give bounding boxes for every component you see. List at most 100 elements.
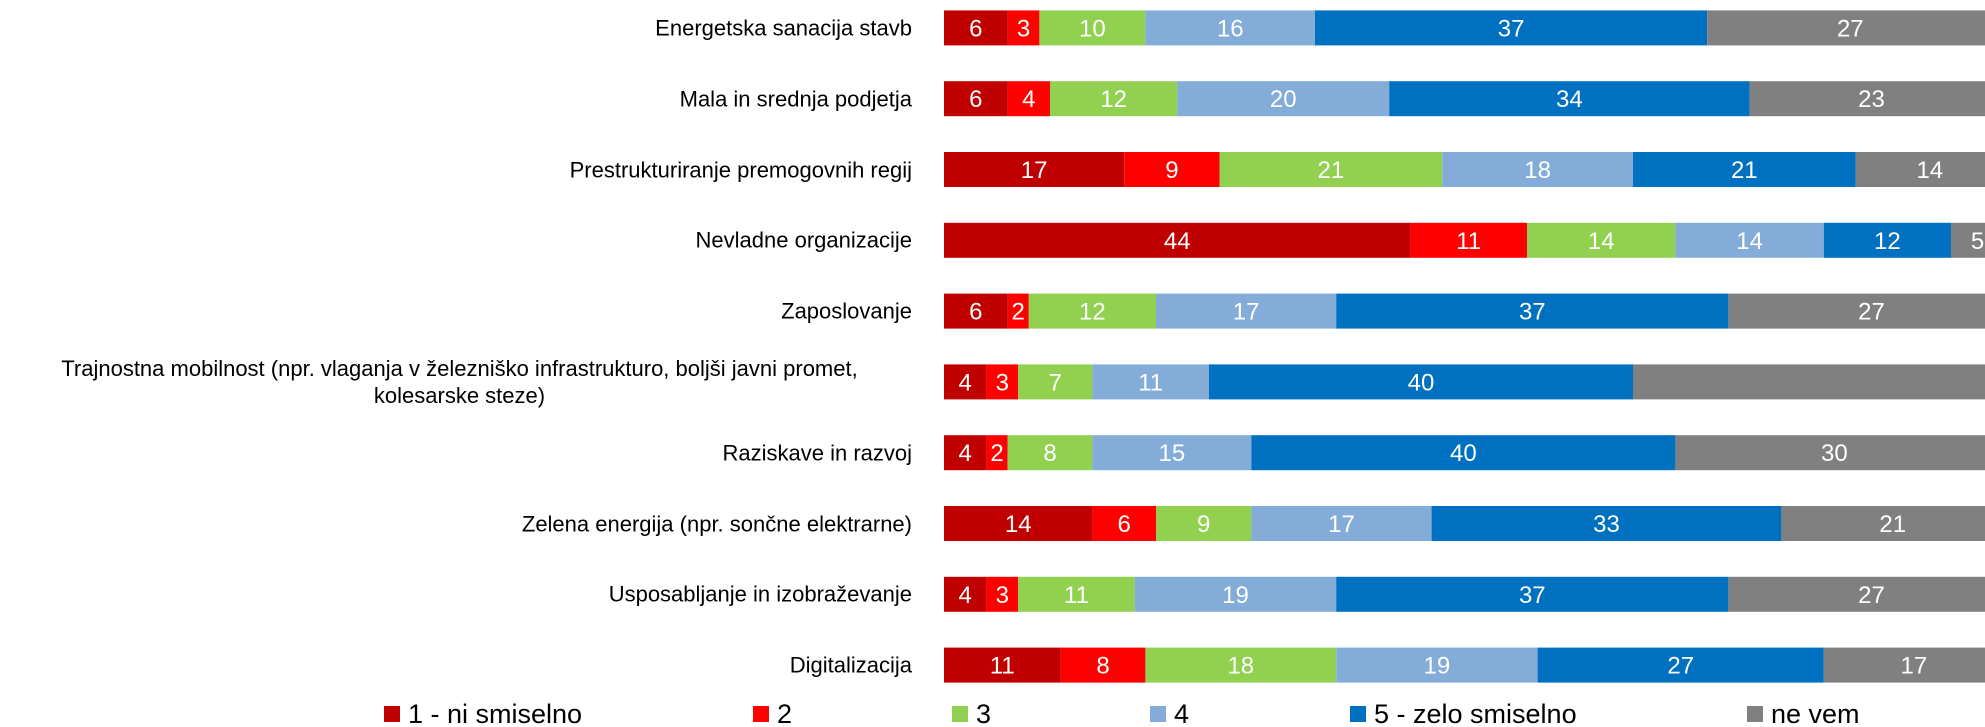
data-label: 21 [1731,157,1758,184]
bar-segment [1855,152,1985,187]
bar-segment [1156,293,1337,329]
legend-label: ne vem [1771,699,1860,727]
data-label: 34 [1556,86,1583,113]
data-label: 12 [1874,228,1901,255]
bar-segment [1823,222,1951,258]
data-label: 3 [996,582,1009,609]
data-label: 5 [1971,228,1984,255]
category-label: Energetska sanacija stavb [655,15,912,41]
data-label: 17 [1328,511,1355,538]
data-label: 8 [1043,440,1056,467]
bar-segment [944,81,1008,117]
bar-segment [986,364,1019,400]
bar-segment [1007,435,1093,471]
legend-swatch [1747,706,1763,722]
category-label: Mala in srednja podjetja [679,86,912,112]
bar-segment [1389,81,1750,117]
bar-segment [944,647,1061,683]
legend-label: 1 - ni smiselno [408,699,582,727]
bar-segment [1537,647,1824,683]
data-label: 8 [1096,653,1109,680]
data-label: 6 [969,86,982,113]
data-label: 11 [1456,228,1481,255]
bar-segment [986,435,1008,471]
bar-segment [1145,647,1337,683]
bar-segment [1145,10,1315,46]
bar-segment [1336,293,1729,329]
bar-segment [1410,222,1527,258]
category-label: Zelena energija (npr. sončne elektrarne) [521,511,912,536]
data-label: 14 [1005,511,1032,538]
bar-segment [1092,506,1156,541]
data-label: 11 [1064,582,1089,609]
bar-segment [1442,152,1633,187]
bar-segment [1060,647,1146,683]
category-label: Zaposlovanje [781,298,912,324]
data-label: 17 [1021,157,1048,184]
bar-segment [944,576,987,612]
data-label: 27 [1837,15,1864,42]
data-label: 11 [1138,369,1163,396]
data-label: 4 [1022,86,1035,113]
data-label: 4 [959,369,972,396]
bar-segment [1633,364,1985,400]
bar-segment [1823,647,1985,683]
bar-segment [944,10,1008,46]
bar-segment [1124,152,1220,187]
bar-segment [944,293,1008,329]
category-label: Usposabljanje in izobraževanje [608,581,912,607]
data-label: 6 [969,299,982,326]
data-label: 16 [1217,15,1244,42]
data-label: 27 [1858,582,1885,609]
bar-segment [1177,81,1390,117]
bar-segment [1675,435,1985,471]
data-label: 14 [1588,228,1615,255]
bar-segment [1315,10,1708,46]
bar-segment [1092,364,1209,400]
bar-segment [1951,222,1985,258]
legend-label: 3 [976,699,991,727]
data-label: 4 [959,582,972,609]
legend-swatch [384,706,400,722]
data-label: 3 [996,369,1009,396]
data-label: 19 [1424,653,1451,680]
data-label: 17 [1901,653,1928,680]
bar-segment [1251,506,1432,541]
data-label: 33 [1593,511,1620,538]
bar-segment [1134,576,1337,612]
bar-segment [944,364,987,400]
data-label: 11 [990,653,1015,680]
bar-segment [1336,647,1538,683]
category-label: Prestrukturiranje premogovnih regij [569,157,912,182]
bar-segment [1675,222,1824,258]
data-label: 18 [1524,157,1551,184]
bar-segment [1707,10,1985,46]
bar-segment [1007,81,1050,117]
legend-swatch [1150,706,1166,722]
data-label: 6 [969,15,982,42]
bar-segment [1219,152,1443,187]
bar-segment [1728,293,1985,329]
bar-segment [1007,293,1029,329]
data-label: 30 [1821,440,1848,467]
bar-segment [1251,435,1676,471]
bar-segment [1431,506,1782,541]
data-label: 12 [1100,86,1127,113]
bar-segment [1039,10,1146,46]
data-label: 20 [1270,86,1297,113]
data-label: 37 [1498,15,1525,42]
category-label: Digitalizacija [789,652,912,678]
data-label: 27 [1667,653,1694,680]
legend-swatch [952,706,968,722]
category-label: Raziskave in razvoj [722,440,912,466]
data-label: 17 [1233,299,1260,326]
data-label: 40 [1450,440,1477,467]
data-label: 10 [1079,15,1106,42]
bar-segment [1092,435,1252,471]
category-label: Trajnostna mobilnost (npr. vlaganja v že… [61,355,858,408]
data-label: 14 [1916,157,1943,184]
data-label: 21 [1318,157,1345,184]
bar-segment [1156,506,1252,541]
bar-segment [944,435,987,471]
